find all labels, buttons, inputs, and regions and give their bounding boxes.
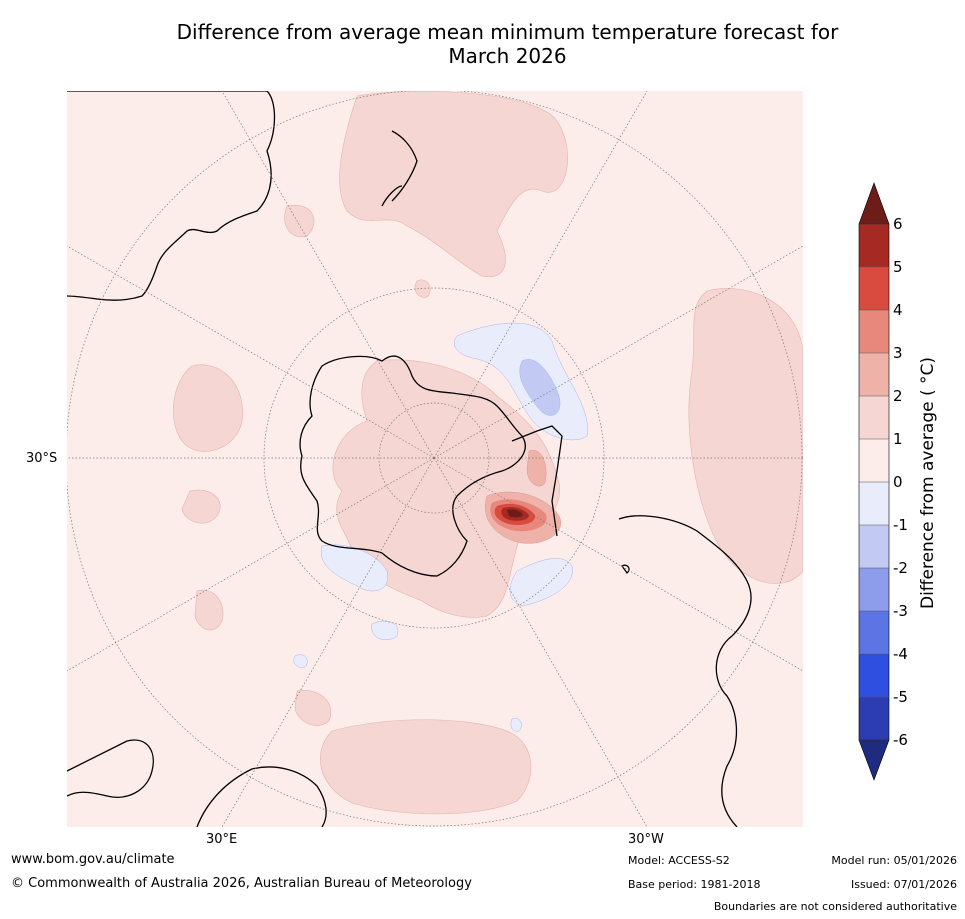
colorbar-tick-label: 4 [893,301,903,319]
coastlines [67,91,752,827]
model-run-date: Model run: 05/01/2026 [831,854,957,867]
copyright-notice: © Commonwealth of Australia 2026, Austra… [11,876,472,891]
colorbar-band [859,697,889,740]
chart-title: Difference from average mean minimum tem… [0,20,965,68]
colorbar: 6 5 4 3 2 1 0 -1 -2 -3 -4 -5 -6 [858,182,908,781]
colorbar-tick-label: -6 [893,731,908,749]
base-period: Base period: 1981-2018 [628,878,761,891]
anomaly-regions-1-to-2 [172,91,803,815]
colorbar-title: Difference from average ( °C) [918,356,938,610]
website-link[interactable]: www.bom.gov.au/climate [11,852,175,867]
colorbar-tick-label: 5 [893,258,903,276]
colorbar-band [859,482,889,525]
model-name: Model: ACCESS-S2 [628,854,730,867]
colorbar-tick-label: 3 [893,344,903,362]
issued-date: Issued: 07/01/2026 [850,878,957,891]
colorbar-band [859,396,889,439]
colorbar-tick-label: 1 [893,430,903,448]
colorbar-tick-label: -3 [893,602,908,620]
title-line-2: March 2026 [448,44,567,68]
colorbar-under-arrow [858,739,890,781]
graticule [67,91,803,827]
temperature-anomaly-map [67,91,803,827]
colorbar-over-arrow [858,182,890,225]
colorbar-tick-label: 2 [893,387,903,405]
anomaly-regions-negative [293,322,588,732]
colorbar-tick-label: -5 [893,688,908,706]
longitude-label-30w: 30°W [628,832,664,847]
longitude-label-30e: 30°E [206,832,238,847]
colorbar-tick-label: -2 [893,559,908,577]
colorbar-band [859,353,889,396]
colorbar-band [859,568,889,611]
colorbar-tick-label: 0 [893,473,903,491]
boundaries-disclaimer: Boundaries are not considered authoritat… [713,900,957,913]
colorbar-band [859,611,889,654]
colorbar-band [859,310,889,353]
colorbar-band [859,525,889,568]
colorbar-tick-label: 6 [893,215,903,233]
colorbar-band [859,439,889,482]
title-line-1: Difference from average mean minimum tem… [176,20,839,44]
colorbar-tick-label: -1 [893,516,908,534]
colorbar-band [859,267,889,310]
latitude-label-30s: 30°S [26,451,58,466]
colorbar-band [859,654,889,697]
colorbar-band [859,224,889,267]
colorbar-tick-label: -4 [893,645,908,663]
anomaly-regions-3-to-6 [490,499,547,532]
